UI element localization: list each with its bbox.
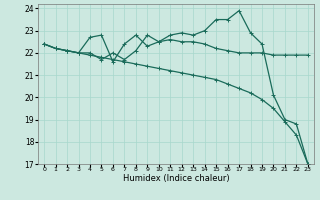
X-axis label: Humidex (Indice chaleur): Humidex (Indice chaleur) — [123, 174, 229, 183]
